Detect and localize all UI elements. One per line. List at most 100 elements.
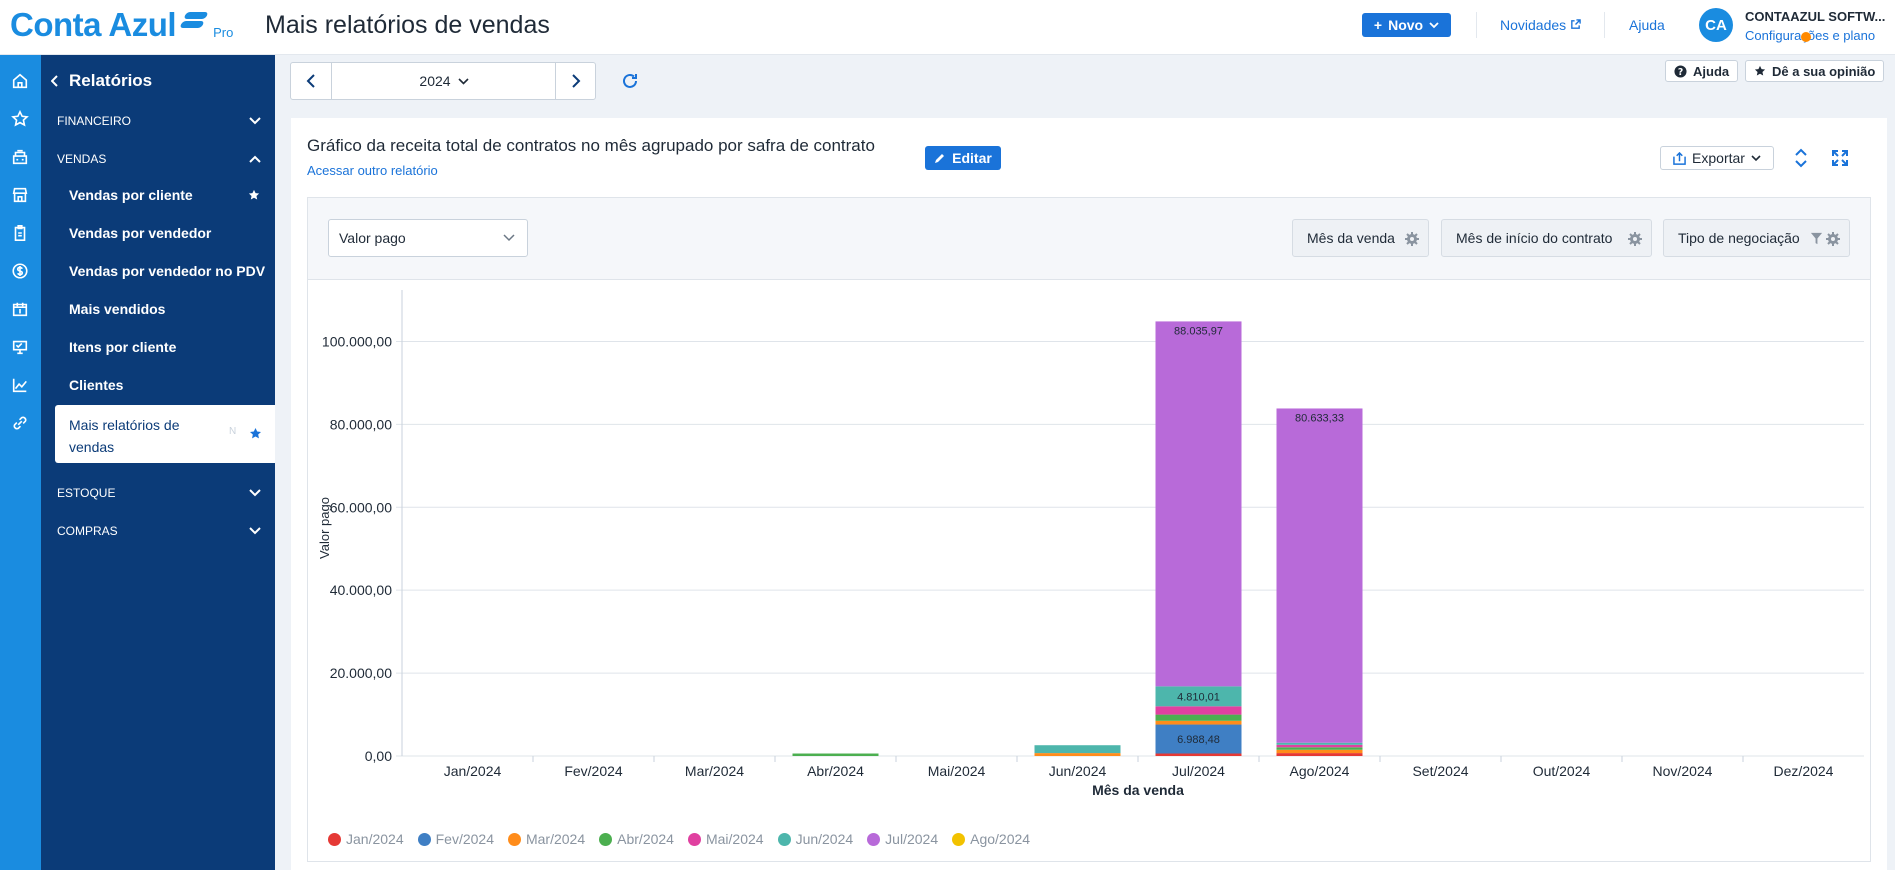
star-icon bbox=[1754, 65, 1766, 76]
sidebar-item-label: Vendas por vendedor bbox=[69, 225, 212, 241]
data-label: 4.810,01 bbox=[1177, 691, 1220, 703]
export-button[interactable]: Exportar bbox=[1660, 146, 1774, 170]
chevron-up-icon bbox=[249, 152, 261, 166]
legend-item[interactable]: Jan/2024 bbox=[328, 831, 404, 847]
conta-azul-logo[interactable]: Conta Azul Pro bbox=[10, 6, 233, 44]
pencil-icon bbox=[935, 154, 945, 163]
data-label: 80.633,33 bbox=[1295, 412, 1344, 424]
sidebar-item-clientes[interactable]: Clientes bbox=[69, 377, 123, 393]
section-estoque[interactable]: ESTOQUE bbox=[57, 486, 261, 500]
bar-segment bbox=[1034, 753, 1121, 756]
top-header: Conta Azul Pro Mais relatórios de vendas… bbox=[0, 0, 1895, 55]
bar-segment bbox=[792, 753, 879, 756]
clipboard-icon[interactable] bbox=[9, 222, 31, 244]
logo-text: Conta Azul bbox=[10, 6, 177, 43]
dimension-pill-tipo-negociacao[interactable]: Tipo de negociação bbox=[1663, 219, 1850, 257]
chevron-down-icon bbox=[249, 486, 261, 500]
report-title: Gráfico da receita total de contratos no… bbox=[307, 136, 875, 155]
chart-container: Valor pago Mês da venda Mês de início do… bbox=[307, 197, 1871, 862]
filter-icon[interactable] bbox=[1810, 232, 1823, 245]
reports-sidebar: Relatórios FINANCEIRO VENDAS Vendas por … bbox=[41, 55, 275, 870]
gear-icon[interactable] bbox=[1627, 231, 1643, 247]
legend-item[interactable]: Jun/2024 bbox=[777, 831, 853, 847]
feedback-button[interactable]: Dê a sua opinião bbox=[1745, 60, 1885, 82]
data-label: 6.988,48 bbox=[1177, 734, 1220, 746]
page-title: Mais relatórios de vendas bbox=[265, 11, 550, 39]
pos-icon[interactable] bbox=[9, 336, 31, 358]
section-compras[interactable]: COMPRAS bbox=[57, 524, 261, 538]
bar-segment bbox=[1155, 686, 1242, 707]
legend-item[interactable]: Fev/2024 bbox=[417, 831, 494, 847]
help-link[interactable]: Ajuda bbox=[1629, 17, 1665, 33]
sidebar-item-label: Itens por cliente bbox=[69, 339, 177, 355]
logo-mark-icon bbox=[179, 12, 209, 36]
bar-segment bbox=[1276, 753, 1363, 756]
sidebar-item-label: Mais vendidos bbox=[69, 301, 166, 317]
sidebar-item-mais-vendidos[interactable]: Mais vendidos bbox=[69, 301, 165, 317]
sidebar-item-itens-por-cliente[interactable]: Itens por cliente bbox=[69, 339, 176, 355]
cash-register-icon[interactable] bbox=[9, 146, 31, 168]
home-icon[interactable] bbox=[9, 70, 31, 92]
sidebar-back[interactable]: Relatórios bbox=[51, 71, 152, 91]
x-tick-label: Jul/2024 bbox=[1172, 763, 1225, 779]
metric-select[interactable]: Valor pago bbox=[328, 219, 528, 257]
gear-icon[interactable] bbox=[1404, 231, 1420, 247]
link-icon[interactable] bbox=[9, 412, 31, 434]
section-financeiro[interactable]: FINANCEIRO bbox=[57, 114, 261, 128]
fullscreen-icon[interactable] bbox=[1830, 148, 1850, 168]
star-filled-icon[interactable] bbox=[248, 189, 260, 201]
previous-year-button[interactable] bbox=[291, 63, 331, 99]
legend-item[interactable]: Ago/2024 bbox=[952, 831, 1030, 847]
chart-line-icon[interactable] bbox=[9, 374, 31, 396]
calendar-money-icon[interactable] bbox=[9, 298, 31, 320]
news-link[interactable]: Novidades bbox=[1500, 17, 1581, 33]
pill-label: Mês de início do contrato bbox=[1456, 230, 1613, 246]
chevron-left-icon bbox=[306, 74, 315, 88]
legend-item[interactable]: Jul/2024 bbox=[867, 831, 938, 847]
legend-swatch bbox=[417, 832, 431, 846]
year-dropdown[interactable]: 2024 bbox=[333, 63, 555, 99]
next-year-button[interactable] bbox=[556, 63, 596, 99]
legend-item[interactable]: Abr/2024 bbox=[599, 831, 674, 847]
refresh-icon[interactable] bbox=[620, 71, 640, 91]
star-filled-icon[interactable] bbox=[249, 427, 262, 440]
export-button-label: Exportar bbox=[1692, 150, 1745, 166]
chevron-down-icon bbox=[249, 114, 261, 128]
money-icon[interactable] bbox=[9, 260, 31, 282]
year-label: 2024 bbox=[419, 73, 451, 89]
avatar[interactable]: CA bbox=[1699, 8, 1733, 42]
bar-segment bbox=[1155, 714, 1242, 721]
y-tick-label: 60.000,00 bbox=[330, 499, 392, 515]
sidebar-item-vendas-por-cliente[interactable]: Vendas por cliente bbox=[69, 187, 193, 203]
gear-icon[interactable] bbox=[1825, 231, 1841, 247]
star-icon[interactable] bbox=[9, 108, 31, 130]
company-name[interactable]: CONTAAZUL SOFTW... bbox=[1745, 9, 1886, 24]
section-vendas[interactable]: VENDAS bbox=[57, 152, 261, 166]
legend-label: Jan/2024 bbox=[346, 831, 404, 847]
sidebar-item-mais-relatorios[interactable]: Mais relatórios de vendas N bbox=[55, 405, 275, 463]
legend-swatch bbox=[328, 832, 341, 846]
export-icon bbox=[1673, 151, 1686, 165]
header-divider bbox=[1604, 12, 1605, 38]
sidebar-item-label: Mais relatórios de vendas bbox=[69, 417, 180, 455]
legend-item[interactable]: Mai/2024 bbox=[687, 831, 764, 847]
new-button[interactable]: + Novo bbox=[1362, 13, 1451, 37]
collapse-expand-icon[interactable] bbox=[1791, 148, 1811, 168]
dimension-pill-mes-venda[interactable]: Mês da venda bbox=[1292, 219, 1429, 257]
dimension-pill-inicio-contrato[interactable]: Mês de início do contrato bbox=[1441, 219, 1652, 257]
legend-label: Abr/2024 bbox=[617, 831, 674, 847]
bar-segment bbox=[1276, 742, 1363, 745]
chevron-left-icon bbox=[51, 75, 58, 87]
legend-label: Mai/2024 bbox=[705, 831, 764, 847]
legend-label: Jul/2024 bbox=[885, 831, 939, 847]
sidebar-item-vendas-por-vendedor[interactable]: Vendas por vendedor bbox=[69, 225, 211, 241]
x-tick-label: Ago/2024 bbox=[1290, 763, 1350, 779]
bar-segment bbox=[1034, 745, 1121, 754]
other-report-link[interactable]: Acessar outro relatório bbox=[307, 163, 438, 178]
sidebar-item-vendas-pdv[interactable]: Vendas por vendedor no PDV bbox=[69, 263, 265, 279]
help-button[interactable]: ? Ajuda bbox=[1665, 60, 1739, 82]
legend-item[interactable]: Mar/2024 bbox=[507, 831, 585, 847]
edit-button[interactable]: Editar bbox=[925, 146, 1001, 170]
store-icon[interactable] bbox=[9, 184, 31, 206]
sidebar-title: Relatórios bbox=[69, 71, 153, 90]
